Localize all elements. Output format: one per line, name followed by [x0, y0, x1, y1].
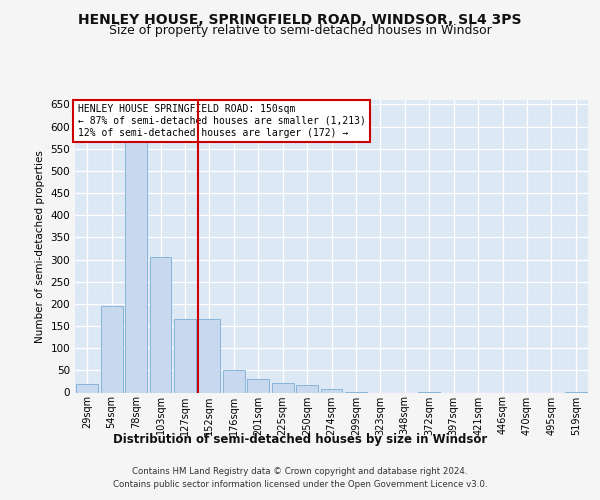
Y-axis label: Number of semi-detached properties: Number of semi-detached properties: [35, 150, 45, 342]
Text: HENLEY HOUSE SPRINGFIELD ROAD: 150sqm
← 87% of semi-detached houses are smaller : HENLEY HOUSE SPRINGFIELD ROAD: 150sqm ← …: [77, 104, 365, 138]
Bar: [76, 384, 98, 392]
Text: Contains HM Land Registry data © Crown copyright and database right 2024.: Contains HM Land Registry data © Crown c…: [132, 468, 468, 476]
Text: HENLEY HOUSE, SPRINGFIELD ROAD, WINDSOR, SL4 3PS: HENLEY HOUSE, SPRINGFIELD ROAD, WINDSOR,…: [78, 12, 522, 26]
Bar: [149, 258, 172, 392]
Bar: [247, 379, 269, 392]
Bar: [296, 384, 318, 392]
Bar: [101, 306, 122, 392]
Bar: [174, 320, 196, 392]
Bar: [320, 389, 343, 392]
Text: Contains public sector information licensed under the Open Government Licence v3: Contains public sector information licen…: [113, 480, 487, 489]
Text: Distribution of semi-detached houses by size in Windsor: Distribution of semi-detached houses by …: [113, 432, 487, 446]
Bar: [223, 370, 245, 392]
Bar: [272, 383, 293, 392]
Bar: [199, 320, 220, 392]
Text: Size of property relative to semi-detached houses in Windsor: Size of property relative to semi-detach…: [109, 24, 491, 37]
Bar: [125, 118, 147, 392]
